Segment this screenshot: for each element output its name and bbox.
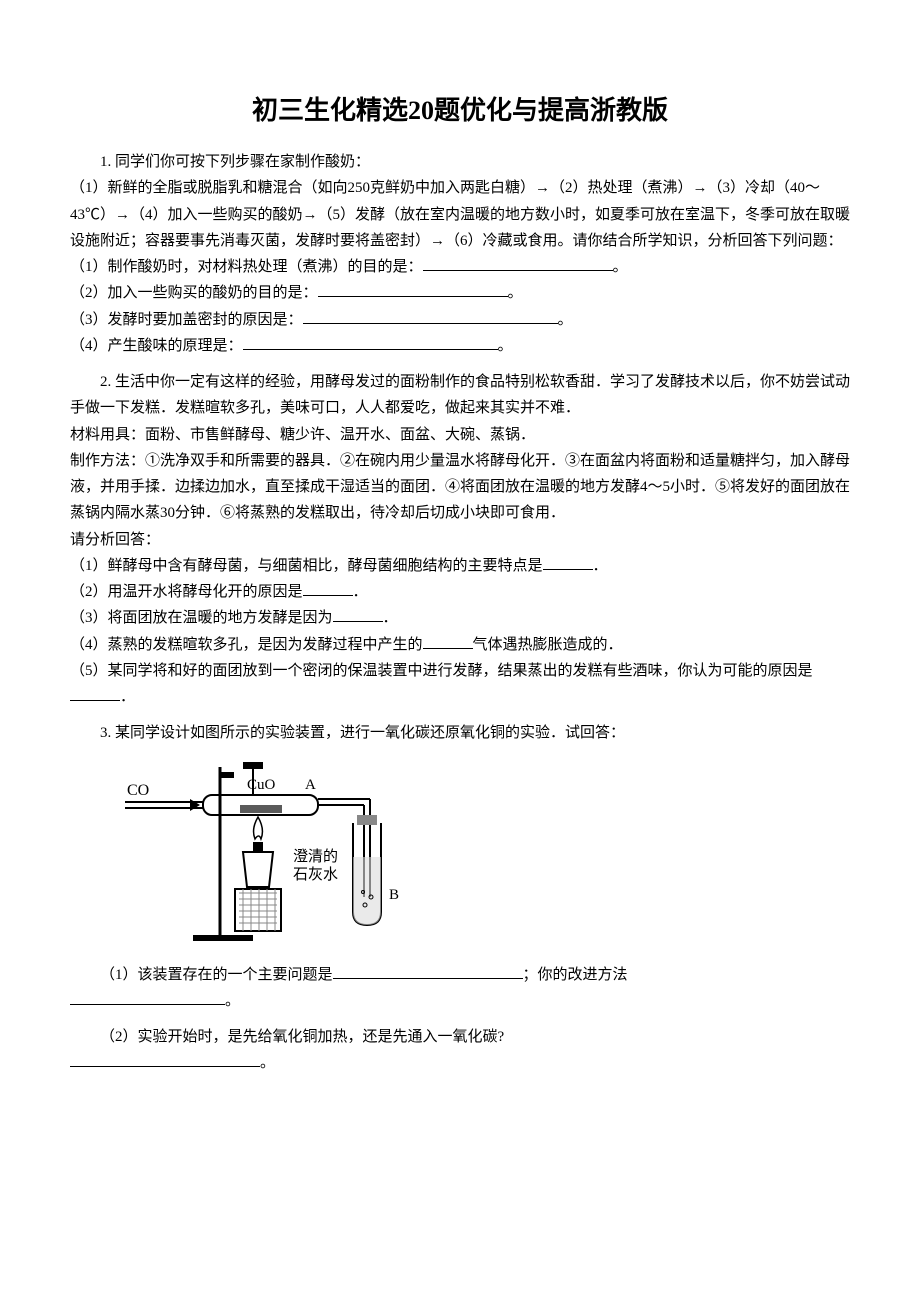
- q3-sub1-blank1: [333, 964, 523, 979]
- q3-sub1-text: （1）该装置存在的一个主要问题是: [100, 967, 333, 983]
- q2-sub5-text: （5）某同学将和好的面团放到一个密闭的保温装置中进行发酵，结果蒸出的发糕有些酒味…: [70, 663, 813, 679]
- q2-sub2-end: ．: [353, 584, 368, 600]
- q2-sub3-text: （3）将面团放在温暖的地方发酵是因为: [70, 610, 333, 626]
- q1-sub4-blank: [243, 335, 498, 350]
- q1-sub3-text: （3）发酵时要加盖密封的原因是：: [70, 312, 303, 328]
- q3-sub2: （2）实验开始时，是先给氧化铜加热，还是先通入一氧化碳?: [70, 1024, 850, 1050]
- q2-sub5-end: ．: [120, 689, 135, 705]
- q1-sub2-text: （2）加入一些购买的酸奶的目的是：: [70, 285, 318, 301]
- q3-sub2-line2: 。: [70, 1050, 850, 1076]
- q2-sub1-text: （1）鲜酵母中含有酵母菌，与细菌相比，酵母菌细胞结构的主要特点是: [70, 558, 543, 574]
- q3-sub1-mid: ；你的改进方法: [523, 967, 628, 983]
- q2-analyze: 请分析回答：: [70, 527, 850, 553]
- q2-sub1-end: ．: [593, 558, 608, 574]
- b-label: B: [389, 887, 399, 903]
- q2-sub5: （5）某同学将和好的面团放到一个密闭的保温装置中进行发酵，结果蒸出的发糕有些酒味…: [70, 658, 850, 711]
- q1-sub3-end: 。: [558, 312, 573, 328]
- q3-sub1: （1）该装置存在的一个主要问题是 ；你的改进方法: [70, 962, 850, 988]
- page-title: 初三生化精选20题优化与提高浙教版: [70, 90, 850, 127]
- limewater-label-2: 石灰水: [293, 866, 338, 883]
- q1-sub1-blank: [423, 256, 613, 271]
- a-label: A: [305, 777, 316, 793]
- q1-sub2-end: 。: [508, 285, 523, 301]
- q1-sub1-end: 。: [613, 259, 628, 275]
- q1-sub3: （3）发酵时要加盖密封的原因是： 。: [70, 307, 850, 333]
- q2-materials: 材料用具：面粉、市售鲜酵母、糖少许、温开水、面盆、大碗、蒸锅．: [70, 422, 850, 448]
- q1-intro: 1. 同学们你可按下列步骤在家制作酸奶：: [70, 149, 850, 175]
- q2-sub4-end: 气体遇热膨胀造成的．: [473, 637, 623, 653]
- q2-sub3-blank: [333, 607, 383, 622]
- q1-sub4-text: （4）产生酸味的原理是：: [70, 338, 243, 354]
- q3-sub1-line2: 。: [70, 988, 850, 1014]
- co-label: CO: [127, 782, 149, 799]
- q3-intro: 3. 某同学设计如图所示的实验装置，进行一氧化碳还原氧化铜的实验．试回答：: [70, 720, 850, 746]
- limewater-label-1: 澄清的: [293, 848, 338, 865]
- q3-sub2-blank: [70, 1052, 260, 1067]
- q1-sub4: （4）产生酸味的原理是： 。: [70, 333, 850, 359]
- cuo-label: CuO: [247, 777, 276, 793]
- q3-sub1-end: 。: [225, 993, 240, 1009]
- q1-sub2: （2）加入一些购买的酸奶的目的是： 。: [70, 280, 850, 306]
- q2-intro: 2. 生活中你一定有这样的经验，用酵母发过的面粉制作的食品特别松软香甜．学习了发…: [70, 369, 850, 422]
- q2-sub1: （1）鲜酵母中含有酵母菌，与细菌相比，酵母菌细胞结构的主要特点是 ．: [70, 553, 850, 579]
- q1-sub1: （1）制作酸奶时，对材料热处理（煮沸）的目的是： 。: [70, 254, 850, 280]
- q1-sub1-text: （1）制作酸奶时，对材料热处理（煮沸）的目的是：: [70, 259, 423, 275]
- q2-method: 制作方法：①洗净双手和所需要的器具．②在碗内用少量温水将酵母化开．③在面盆内将面…: [70, 448, 850, 527]
- q3-sub2-end: 。: [260, 1055, 275, 1071]
- q2-sub2-blank: [303, 581, 353, 596]
- q1-sub4-end: 。: [498, 338, 513, 354]
- q1-sub3-blank: [303, 309, 558, 324]
- q2-sub1-blank: [543, 555, 593, 570]
- q1-body: （1）新鲜的全脂或脱脂乳和糖混合（如向250克鲜奶中加入两匙白糖）→（2）热处理…: [70, 175, 850, 254]
- q2-sub4: （4）蒸熟的发糕暄软多孔，是因为发酵过程中产生的 气体遇热膨胀造成的．: [70, 632, 850, 658]
- q2-sub2-text: （2）用温开水将酵母化开的原因是: [70, 584, 303, 600]
- q3-sub1-blank2: [70, 990, 225, 1005]
- experiment-diagram: CO CuO A B: [125, 757, 850, 952]
- q2-sub3-end: ．: [383, 610, 398, 626]
- q2-sub4-blank: [423, 634, 473, 649]
- q2-sub5-blank: [70, 686, 120, 701]
- q2-sub3: （3）将面团放在温暖的地方发酵是因为 ．: [70, 605, 850, 631]
- q2-sub2: （2）用温开水将酵母化开的原因是 ．: [70, 579, 850, 605]
- q1-sub2-blank: [318, 282, 508, 297]
- q2-sub4-text: （4）蒸熟的发糕暄软多孔，是因为发酵过程中产生的: [70, 637, 423, 653]
